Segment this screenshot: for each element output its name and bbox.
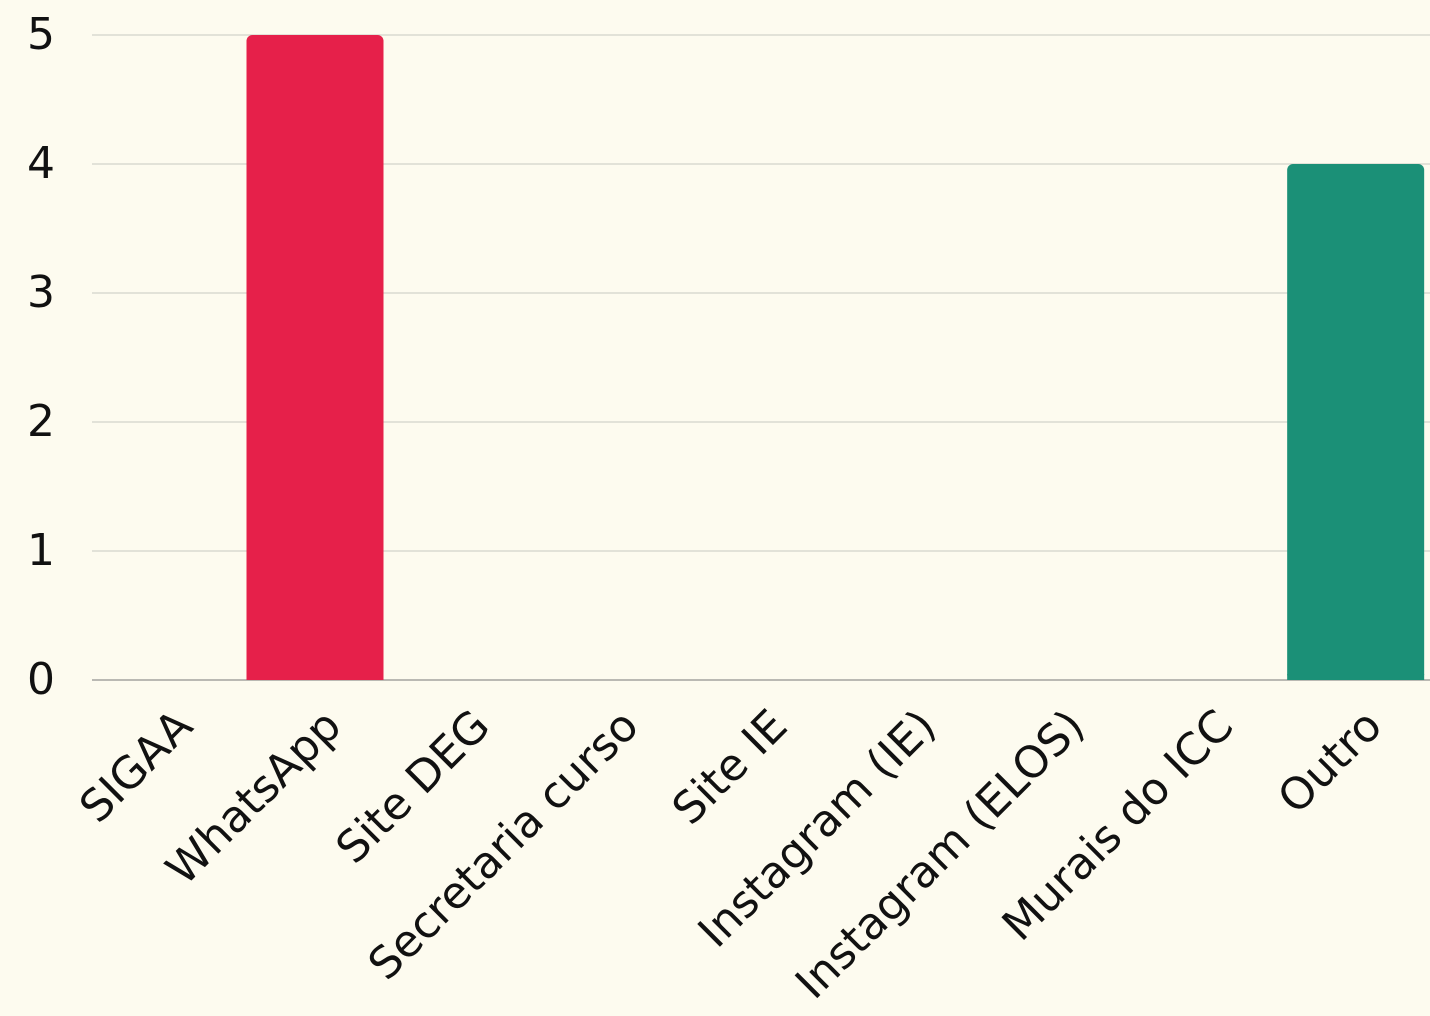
x-tick-label: SIGAA bbox=[70, 700, 203, 833]
x-tick-label: Secretaria curso bbox=[359, 700, 649, 990]
x-tick-label: Instagram (ELOS) bbox=[786, 700, 1095, 1009]
y-tick-label: 4 bbox=[27, 138, 55, 189]
x-tick-label: Outro bbox=[1268, 700, 1392, 824]
bar-base bbox=[1287, 674, 1425, 680]
y-tick-label: 5 bbox=[27, 9, 55, 60]
y-tick-label: 2 bbox=[27, 396, 55, 447]
y-tick-label: 3 bbox=[27, 267, 55, 318]
bar-base bbox=[246, 674, 384, 680]
x-tick-label: Site IE bbox=[663, 700, 798, 835]
bar bbox=[1287, 164, 1425, 680]
bar bbox=[246, 35, 384, 680]
y-tick-label: 1 bbox=[27, 525, 55, 576]
y-tick-label: 0 bbox=[27, 654, 55, 705]
